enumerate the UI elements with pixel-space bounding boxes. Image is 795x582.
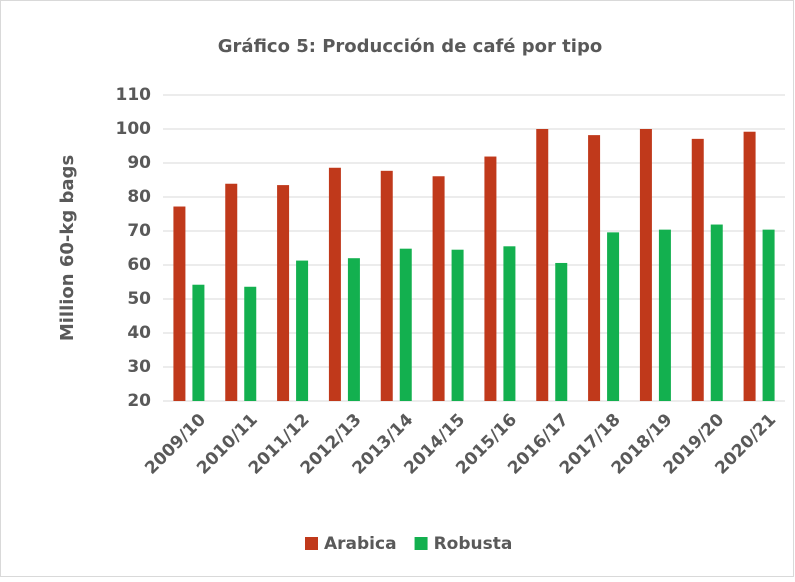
bar	[432, 176, 445, 401]
legend-label: Robusta	[434, 534, 513, 554]
bar	[451, 249, 464, 401]
bar	[347, 258, 360, 401]
y-tick-label: 30	[127, 357, 151, 377]
y-tick-label: 100	[116, 119, 152, 139]
legend-swatch	[414, 537, 428, 550]
bar	[743, 131, 756, 401]
bar	[225, 183, 238, 401]
bar	[639, 129, 652, 401]
bar	[484, 156, 497, 401]
y-tick-label: 90	[127, 153, 151, 173]
bar	[399, 248, 412, 401]
y-tick-label: 80	[127, 187, 151, 207]
bar	[588, 135, 601, 401]
bar	[277, 185, 290, 401]
y-tick-label: 20	[127, 391, 151, 411]
y-tick-label: 50	[127, 289, 151, 309]
y-tick-label: 110	[116, 85, 152, 105]
y-tick-label: 40	[127, 323, 151, 343]
y-tick-label: 60	[127, 255, 151, 275]
bar	[658, 229, 671, 401]
bar	[691, 138, 704, 402]
bar	[244, 286, 257, 401]
bar	[536, 129, 549, 401]
bar	[173, 206, 186, 401]
y-tick-label: 70	[127, 221, 151, 241]
bar	[296, 260, 309, 401]
bar	[762, 229, 775, 401]
bar	[328, 167, 341, 401]
legend-label: Arabica	[324, 534, 397, 554]
bar	[503, 246, 516, 401]
bar	[710, 224, 723, 401]
bar	[555, 262, 568, 401]
legend-swatch	[305, 537, 318, 550]
y-axis-title: Million 60-kg bags	[57, 155, 78, 341]
chart-title: Gráfico 5: Producción de café por tipo	[218, 36, 602, 57]
bar	[380, 170, 393, 401]
bar	[607, 232, 620, 401]
bar	[192, 284, 205, 401]
